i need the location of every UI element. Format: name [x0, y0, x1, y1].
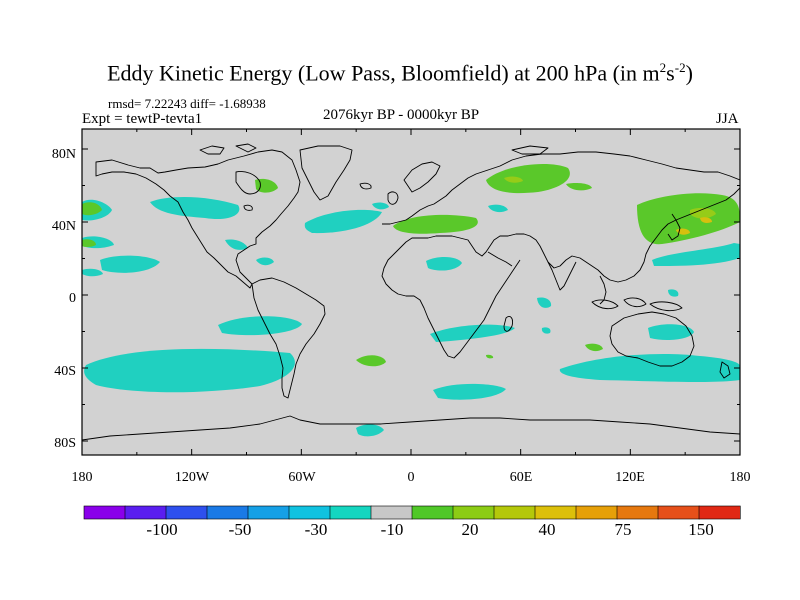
lat-label-80s: 80S	[54, 436, 76, 451]
plot-title: Eddy Kinetic Energy (Low Pass, Bloomfiel…	[107, 60, 693, 86]
lat-label-40n: 40N	[52, 219, 76, 234]
colorbar-label: -50	[229, 520, 252, 539]
colorbar-label: 40	[539, 520, 556, 539]
season-label: JJA	[716, 111, 739, 127]
anomaly-shading	[82, 143, 740, 441]
colorbar-swatch	[616, 505, 659, 520]
colorbar-swatch	[124, 505, 167, 520]
colorbar-swatch	[83, 505, 126, 520]
colorbar-swatch	[575, 505, 618, 520]
latitude-axis: 80N 40N 0 40S 80S	[52, 147, 76, 451]
colorbar-label: -100	[146, 520, 177, 539]
colorbar-swatch	[370, 505, 413, 520]
lon-label-120e: 120E	[615, 470, 645, 485]
lon-label-0: 0	[408, 470, 415, 485]
experiment-label: Expt = tewtP-tevta1	[82, 111, 203, 127]
colorbar-swatch	[329, 505, 372, 520]
colorbar-swatch	[452, 505, 495, 520]
colorbar-swatch	[698, 505, 741, 520]
lon-label-60e: 60E	[510, 470, 533, 485]
colorbar	[83, 505, 741, 520]
colorbar-label: 75	[615, 520, 632, 539]
colorbar-swatch	[247, 505, 290, 520]
colorbar-label: 150	[688, 520, 714, 539]
colorbar-swatch	[165, 505, 208, 520]
lat-label-80n: 80N	[52, 147, 76, 162]
lon-label-180e: 180	[730, 470, 751, 485]
colorbar-label: -30	[305, 520, 328, 539]
longitude-axis: 180 120W 60W 0 60E 120E 180	[72, 470, 751, 485]
colorbar-swatch	[288, 505, 331, 520]
lat-label-eq: 0	[69, 291, 76, 306]
colorbar-swatch	[493, 505, 536, 520]
colorbar-labels: -100 -50 -30 -10 20 40 75 150	[146, 520, 713, 539]
colorbar-swatch	[657, 505, 700, 520]
colorbar-swatch	[206, 505, 249, 520]
colorbar-swatch	[411, 505, 454, 520]
lon-label-180w: 180	[72, 470, 93, 485]
lat-label-40s: 40S	[54, 364, 76, 379]
lon-label-120w: 120W	[175, 470, 210, 485]
lon-label-60w: 60W	[288, 470, 316, 485]
colorbar-label: 20	[462, 520, 479, 539]
colorbar-swatch	[534, 505, 577, 520]
map-background	[82, 129, 740, 455]
period-label: 2076kyr BP - 0000kyr BP	[323, 107, 480, 123]
colorbar-label: -10	[381, 520, 404, 539]
stats-label: rmsd= 7.22243 diff= -1.68938	[108, 96, 266, 111]
